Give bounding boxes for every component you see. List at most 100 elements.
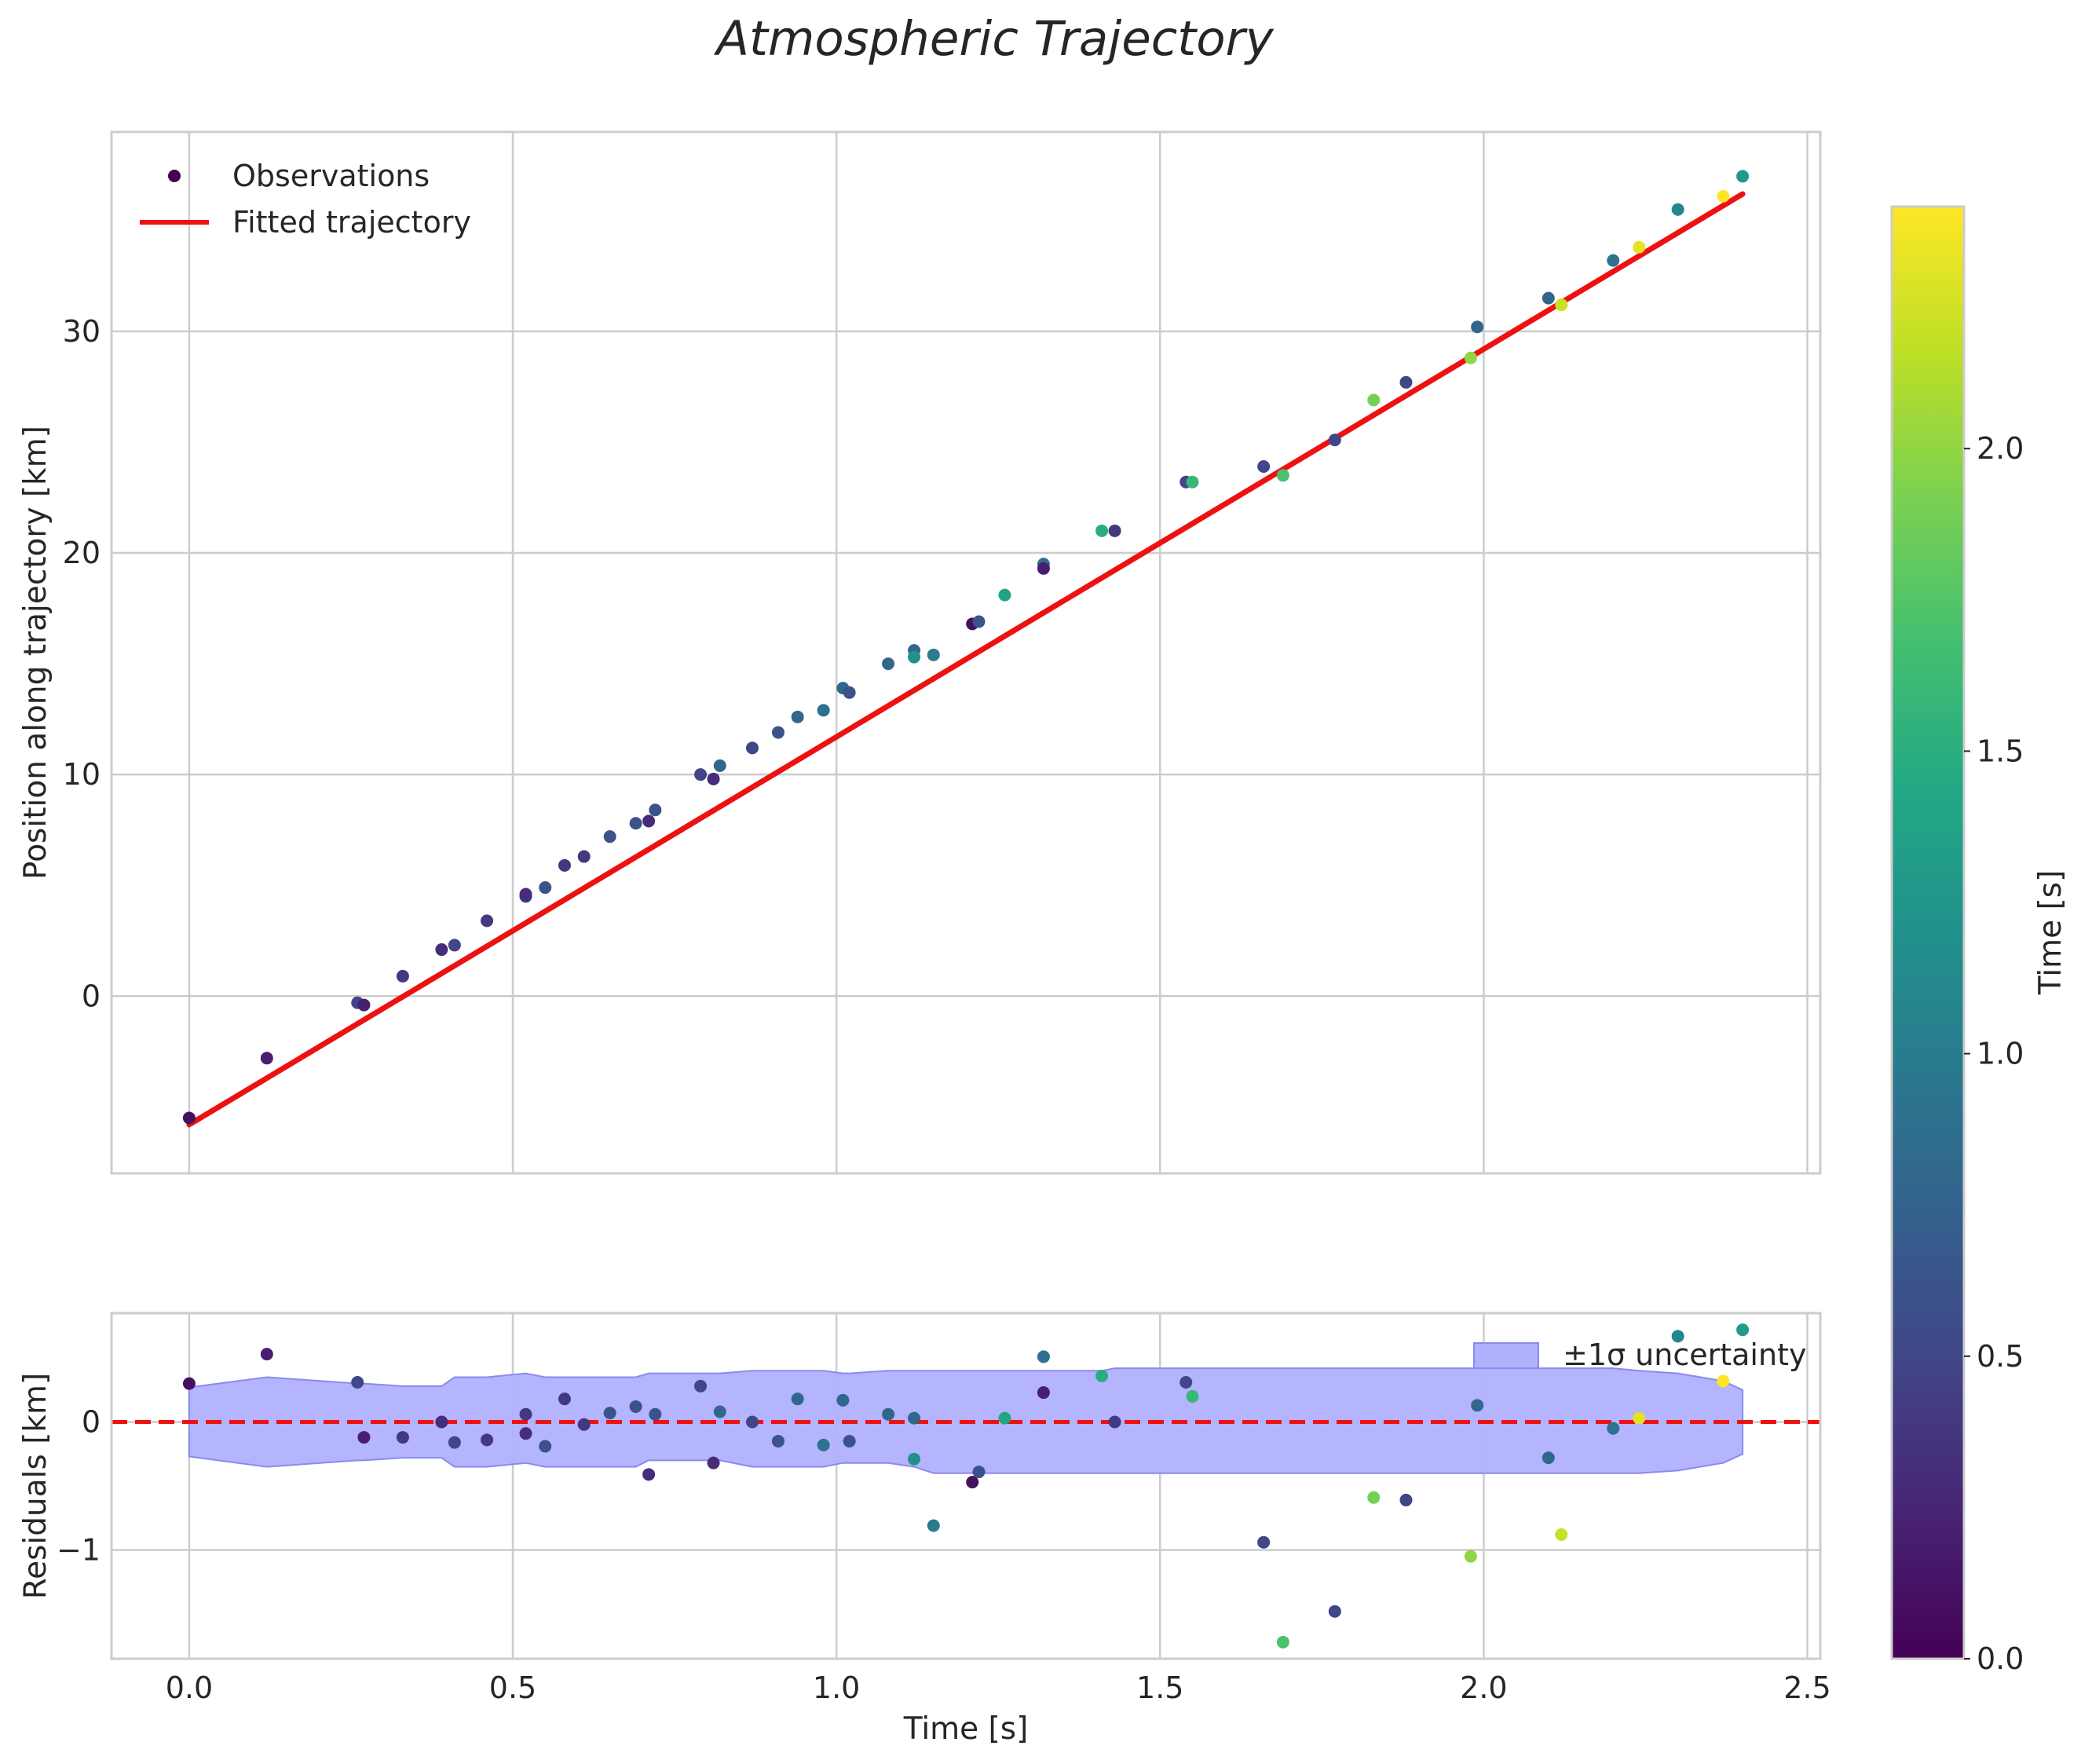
legend-uncertainty-swatch — [1473, 1342, 1539, 1369]
residual-point — [1555, 1528, 1568, 1541]
colorbar-tick-label: 1.5 — [1977, 734, 2024, 768]
residual-point — [713, 1405, 726, 1418]
main-y-ticks: 0 10 20 30 — [63, 314, 101, 1013]
residual-point — [182, 1377, 196, 1390]
colorbar-gradient — [1890, 205, 1966, 1660]
residual-point — [694, 1379, 708, 1393]
observation-point — [642, 814, 656, 828]
residual-plot-frame — [110, 1312, 1822, 1660]
observation-point — [1464, 351, 1477, 364]
observation-point — [435, 943, 448, 957]
observation-point — [539, 881, 552, 895]
observation-point — [1108, 524, 1121, 537]
residual-y-ticks: −1 0 — [57, 1405, 101, 1568]
observation-point — [882, 657, 895, 671]
observation-point — [1671, 203, 1684, 216]
residual-point — [448, 1436, 461, 1449]
residual-point — [603, 1407, 616, 1420]
colorbar-label: Time [s] — [2033, 870, 2068, 996]
residual-point — [1542, 1451, 1555, 1465]
residual-x-ticks: 0.0 0.5 1.0 1.5 2.0 2.5 — [166, 1671, 1831, 1705]
residual-point — [927, 1519, 940, 1532]
residual-point — [1367, 1491, 1381, 1504]
residual-point — [577, 1418, 591, 1431]
observation-point — [357, 998, 371, 1012]
observation-point — [577, 850, 591, 863]
observation-point — [713, 759, 726, 772]
residual-point — [1464, 1550, 1477, 1563]
fitted-trajectory-line — [186, 191, 1746, 1128]
residual-point — [836, 1393, 850, 1407]
x-tick-label: 2.5 — [1783, 1671, 1830, 1705]
residual-point — [357, 1431, 371, 1444]
observation-point — [972, 615, 986, 628]
residual-point — [707, 1456, 720, 1469]
main-y-axis-label: Position along trajectory [km] — [18, 426, 53, 880]
observation-point — [746, 741, 759, 755]
residual-y-tick-label: −1 — [57, 1532, 101, 1567]
main-y-tick-label: 0 — [82, 979, 101, 1013]
observation-point — [603, 830, 616, 844]
residual-point — [435, 1415, 448, 1429]
main-plot-frame — [110, 130, 1822, 1175]
residual-y-tick-label: 0 — [82, 1405, 101, 1440]
residual-point — [1717, 1374, 1730, 1388]
main-y-tick-label: 30 — [63, 314, 101, 349]
residual-point — [843, 1434, 856, 1447]
residual-point — [791, 1393, 804, 1406]
residual-point — [519, 1407, 532, 1421]
residual-point — [998, 1411, 1011, 1425]
residual-plot: −1 0 0.0 0.5 1.0 1.5 2.0 2.5 Residuals [km] Ti… — [18, 1312, 1831, 1747]
observation-point — [1399, 375, 1413, 389]
residual-points — [182, 1323, 1750, 1649]
observation-point — [927, 648, 940, 661]
residual-point — [746, 1415, 759, 1429]
residual-point — [642, 1468, 656, 1481]
observation-point — [1471, 320, 1484, 334]
observation-point — [1257, 460, 1271, 474]
legend-observations-label: Observations — [232, 159, 430, 193]
observation-point — [1095, 524, 1109, 537]
x-tick-label: 0.5 — [489, 1671, 536, 1705]
colorbar-tick-label: 0.0 — [1977, 1641, 2024, 1676]
colorbar-tick-label: 2.0 — [1977, 431, 2024, 466]
observation-point — [1717, 189, 1730, 203]
x-tick-label: 0.0 — [166, 1671, 213, 1705]
legend-uncertainty-label: ±1σ uncertainty — [1563, 1338, 1806, 1372]
observation-point — [1736, 170, 1750, 183]
observation-point — [817, 704, 830, 717]
observation-point — [694, 768, 708, 781]
residual-point — [1179, 1376, 1193, 1389]
observation-point — [1607, 254, 1620, 267]
observation-point — [1555, 298, 1568, 312]
residual-point — [629, 1400, 642, 1413]
residual-point — [1108, 1415, 1121, 1429]
observation-point — [629, 817, 642, 830]
observation-point — [182, 1111, 196, 1125]
residual-point — [481, 1433, 494, 1447]
observation-point — [396, 969, 409, 983]
observation-point — [998, 588, 1011, 602]
residual-point — [817, 1438, 830, 1451]
residual-point — [649, 1407, 662, 1421]
residual-point — [908, 1411, 921, 1425]
residual-point — [972, 1466, 986, 1479]
residual-point — [1257, 1535, 1271, 1549]
colorbar-tick-label: 1.0 — [1977, 1037, 2024, 1071]
colorbar: 0.0 0.5 1.0 1.5 2.0 Time [s] — [1890, 205, 2068, 1676]
observation-point — [843, 686, 856, 699]
main-plot: 0 10 20 30 Position along trajectory [km] O… — [18, 130, 1822, 1175]
main-y-tick-label: 20 — [63, 536, 101, 570]
observation-point — [707, 772, 720, 785]
legend-observations-marker — [168, 170, 181, 182]
residual-point — [882, 1407, 895, 1421]
residual-point — [1037, 1350, 1050, 1363]
residual-point — [771, 1434, 784, 1447]
observation-point — [1367, 393, 1381, 407]
observation-point — [649, 803, 662, 817]
colorbar-tick-label: 0.5 — [1977, 1339, 2024, 1374]
residual-point — [1037, 1386, 1050, 1400]
main-grid — [112, 132, 1820, 1173]
residual-point — [351, 1376, 364, 1389]
